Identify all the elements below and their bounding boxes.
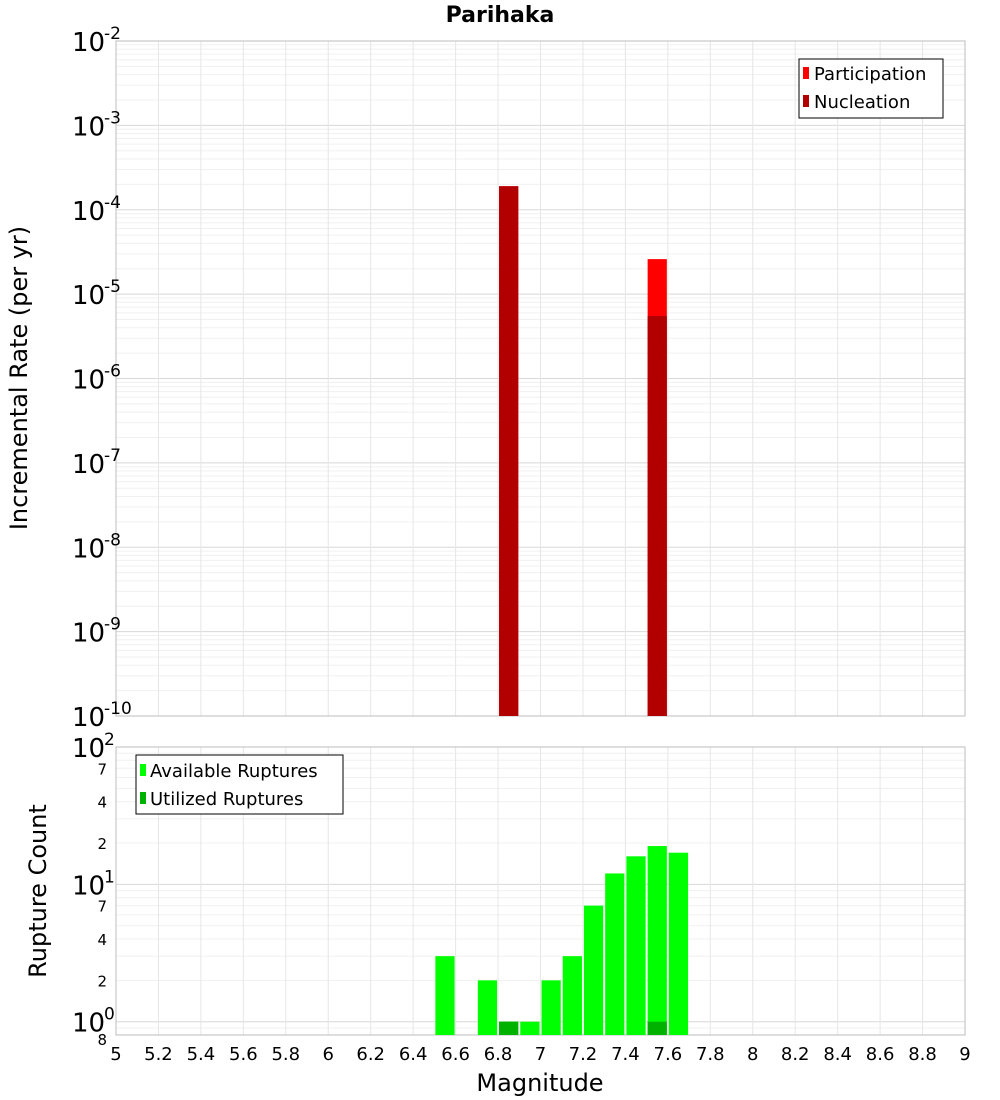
- available-ruptures-bar: [647, 846, 667, 1035]
- top-plot-frame: [115, 40, 966, 717]
- legend-label-utilized-ruptures: Utilized Ruptures: [150, 789, 303, 810]
- bottom-y-tick-exponent: 1: [104, 867, 115, 887]
- x-tick-label: 5.8: [271, 1044, 300, 1065]
- x-axis-label: Magnitude: [476, 1069, 603, 1097]
- bottom-y-axis-label: Rupture Count: [24, 804, 52, 978]
- top-legend-box: [798, 58, 944, 119]
- top-y-tick-label: 10: [72, 28, 105, 58]
- x-tick-label: 7: [535, 1044, 546, 1065]
- x-tick-label: 8.8: [908, 1044, 937, 1065]
- top-bars: [499, 186, 667, 716]
- x-tick-label: 7.6: [654, 1044, 683, 1065]
- available-ruptures-bar: [541, 980, 561, 1035]
- nucleation-bar: [647, 316, 667, 716]
- bottom-y-minor-tick-label: 7: [97, 898, 107, 916]
- x-tick-label: 6.6: [441, 1044, 470, 1065]
- x-tick-label: 8: [747, 1044, 758, 1065]
- top-y-tick-exponent: -9: [104, 615, 121, 635]
- top-y-tick-label: 10: [72, 703, 105, 733]
- available-ruptures-bar: [583, 905, 604, 1035]
- x-tick-label: 5.4: [187, 1044, 216, 1065]
- bottom-legend: Available Ruptures Utilized Ruptures: [135, 754, 344, 815]
- legend-label-available-ruptures: Available Ruptures: [150, 761, 318, 782]
- top-y-axis-label: Incremental Rate (per yr): [5, 226, 33, 530]
- top-y-tick-label: 10: [72, 534, 105, 564]
- top-y-tick-exponent: -2: [104, 24, 121, 44]
- top-y-tick-label: 10: [72, 197, 105, 227]
- x-tick-label: 6.8: [484, 1044, 513, 1065]
- available-ruptures-bar: [605, 873, 625, 1035]
- bottom-y-minor-tick-label: 4: [97, 794, 107, 812]
- legend-label-nucleation: Nucleation: [814, 92, 910, 113]
- top-legend: Participation Nucleation: [798, 58, 944, 119]
- x-tick-label: 7.8: [696, 1044, 725, 1065]
- bottom-y-minor-tick-label: 2: [97, 835, 107, 853]
- x-tick-label: 7.4: [611, 1044, 640, 1065]
- bottom-y-tick-exponent: 2: [104, 730, 115, 750]
- top-y-tick-exponent: -7: [104, 446, 121, 466]
- legend-swatch-nucleation: [803, 95, 809, 107]
- available-ruptures-bar: [435, 956, 455, 1035]
- available-ruptures-bar: [668, 852, 689, 1035]
- x-tick-label: 5.6: [229, 1044, 258, 1065]
- available-ruptures-bar: [520, 1021, 540, 1035]
- top-y-tick-label: 10: [72, 366, 105, 396]
- x-tick-label: 6.4: [399, 1044, 428, 1065]
- x-tick-label: 7.2: [569, 1044, 598, 1065]
- utilized-ruptures-bar: [647, 1021, 667, 1035]
- bottom-y-minor-tick-label: 4: [97, 931, 107, 949]
- bottom-bars: [435, 846, 689, 1035]
- top-y-tick-exponent: -4: [104, 193, 121, 213]
- bottom-y-tick-exponent: 0: [104, 1005, 115, 1025]
- legend-label-participation: Participation: [814, 64, 926, 85]
- x-axis-ticks: 5 5.2 5.4 5.6 5.8 6 6.2 6.4 6.6 6.8 7 7.2 7.4 7.6 7.8 8…: [110, 1044, 970, 1065]
- x-tick-label: 6.2: [356, 1044, 385, 1065]
- bottom-y-tick-label: 10: [72, 734, 105, 764]
- top-y-tick-exponent: -10: [104, 699, 132, 719]
- top-y-tick-label: 10: [72, 619, 105, 649]
- x-tick-label: 9: [959, 1044, 970, 1065]
- top-y-tick-label: 10: [72, 450, 105, 480]
- x-tick-label: 5.2: [144, 1044, 173, 1065]
- x-tick-label: 8.2: [781, 1044, 810, 1065]
- top-grid: [115, 40, 966, 717]
- bottom-plot-frame: [115, 746, 966, 1036]
- bottom-y-minor-tick-label: 7: [97, 760, 107, 778]
- x-tick-label: 5: [110, 1044, 121, 1065]
- legend-swatch-utilized-ruptures: [140, 792, 146, 804]
- legend-swatch-available-ruptures: [140, 764, 146, 776]
- top-y-tick-exponent: -8: [104, 530, 121, 550]
- utilized-ruptures-bar: [499, 1021, 519, 1035]
- legend-swatch-participation: [803, 67, 809, 79]
- bottom-y-minor-tick-label: 2: [97, 972, 107, 990]
- available-ruptures-bar: [562, 956, 582, 1035]
- top-y-tick-exponent: -5: [104, 277, 121, 297]
- bottom-y-tick-label: 10: [72, 1009, 105, 1039]
- top-y-tick-label: 10: [72, 112, 105, 142]
- bottom-y-tick-label: 10: [72, 871, 105, 901]
- available-ruptures-bar: [626, 856, 646, 1035]
- x-tick-label: 6: [323, 1044, 334, 1065]
- chart-title: Parihaka: [446, 3, 555, 28]
- top-y-tick-label: 10: [72, 281, 105, 311]
- top-y-tick-exponent: -6: [104, 362, 121, 382]
- top-y-tick-exponent: -3: [104, 108, 121, 128]
- nucleation-bar: [499, 186, 519, 716]
- x-tick-label: 8.6: [866, 1044, 895, 1065]
- bottom-y-minor-tick-label: 8: [97, 1031, 107, 1049]
- x-tick-label: 8.4: [823, 1044, 852, 1065]
- bottom-legend-box: [135, 754, 344, 815]
- available-ruptures-bar: [477, 980, 498, 1035]
- top-y-axis-ticks: 10-210-310-410-510-610-710-810-910-10: [72, 24, 132, 733]
